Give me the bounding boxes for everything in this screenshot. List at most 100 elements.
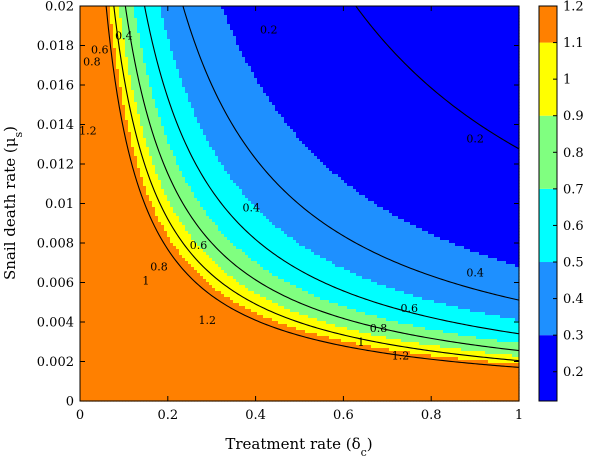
contour-cell bbox=[83, 318, 87, 322]
contour-cell bbox=[98, 120, 102, 124]
contour-cell bbox=[98, 381, 102, 385]
contour-cell bbox=[98, 123, 102, 127]
contour-cell bbox=[107, 120, 111, 124]
contour-cell bbox=[122, 306, 126, 310]
contour-cell bbox=[83, 354, 87, 358]
contour-cell bbox=[95, 36, 99, 40]
contour-cell bbox=[122, 42, 126, 46]
contour-cell bbox=[104, 219, 108, 223]
contour-cell bbox=[89, 222, 93, 226]
contour-cell bbox=[104, 282, 108, 286]
contour-cell bbox=[125, 36, 129, 40]
contour-cell bbox=[83, 45, 87, 49]
contour-cell bbox=[110, 138, 114, 142]
contour-cell bbox=[86, 279, 90, 283]
contour-cell bbox=[86, 318, 90, 322]
contour-cell bbox=[104, 174, 108, 178]
contour-cell bbox=[86, 384, 90, 388]
contour-cell bbox=[83, 303, 87, 307]
contour-cell bbox=[83, 309, 87, 313]
contour-cell bbox=[98, 291, 102, 295]
contour-cell bbox=[95, 276, 99, 280]
contour-cell bbox=[101, 39, 105, 43]
contour-cell bbox=[92, 132, 96, 136]
contour-cell bbox=[92, 309, 96, 313]
contour-cell bbox=[113, 219, 117, 223]
contour-cell bbox=[83, 66, 87, 70]
contour-cell bbox=[107, 111, 111, 115]
contour-cell bbox=[86, 63, 90, 67]
contour-cell bbox=[110, 108, 114, 112]
contour-cell bbox=[101, 294, 105, 298]
contour-cell bbox=[95, 102, 99, 106]
contour-cell bbox=[119, 324, 123, 328]
contour-cell bbox=[89, 282, 93, 286]
contour-cell bbox=[116, 213, 120, 217]
contour-cell bbox=[92, 36, 96, 40]
contour-cell bbox=[110, 84, 114, 88]
contour-cell bbox=[113, 144, 117, 148]
contour-cell bbox=[110, 18, 114, 22]
contour-cell bbox=[80, 273, 84, 277]
contour-cell bbox=[101, 357, 105, 361]
contour-cell bbox=[119, 216, 123, 220]
contour-cell bbox=[98, 270, 102, 274]
contour-cell bbox=[119, 204, 123, 208]
contour-cell bbox=[104, 366, 108, 370]
contour-cell bbox=[116, 129, 120, 133]
contour-cell bbox=[86, 222, 90, 226]
contour-cell bbox=[92, 24, 96, 28]
contour-cell bbox=[89, 87, 93, 91]
contour-cell bbox=[116, 378, 120, 382]
contour-cell bbox=[83, 333, 87, 337]
contour-cell bbox=[104, 252, 108, 256]
contour-cell bbox=[110, 90, 114, 94]
contour-cell bbox=[113, 87, 117, 91]
contour-cell bbox=[107, 192, 111, 196]
contour-cell bbox=[98, 138, 102, 142]
contour-cell bbox=[104, 240, 108, 244]
contour-cell bbox=[119, 69, 123, 73]
contour-cell bbox=[119, 87, 123, 91]
contour-cell bbox=[98, 327, 102, 331]
contour-cell bbox=[83, 75, 87, 79]
contour-cell bbox=[104, 249, 108, 253]
contour-cell bbox=[80, 54, 84, 58]
contour-cell bbox=[80, 63, 84, 67]
contour-cell bbox=[83, 237, 87, 241]
contour-cell bbox=[92, 375, 96, 379]
contour-cell bbox=[113, 396, 117, 400]
contour-cell bbox=[83, 276, 87, 280]
contour-cell bbox=[80, 252, 84, 256]
contour-cell bbox=[95, 360, 99, 364]
contour-cell bbox=[101, 336, 105, 340]
contour-cell bbox=[116, 117, 120, 121]
contour-cell bbox=[119, 330, 123, 334]
contour-cell bbox=[101, 177, 105, 181]
contour-cell bbox=[80, 291, 84, 295]
contour-cell bbox=[107, 258, 111, 262]
contour-cell bbox=[122, 357, 126, 361]
contour-cell bbox=[95, 72, 99, 76]
contour-cell bbox=[83, 9, 87, 13]
contour-cell bbox=[92, 351, 96, 355]
contour-cell bbox=[119, 108, 123, 112]
contour-cell bbox=[98, 228, 102, 232]
contour-cell bbox=[92, 69, 96, 73]
contour-cell bbox=[107, 201, 111, 205]
contour-cell bbox=[122, 363, 126, 367]
contour-cell bbox=[119, 288, 123, 292]
contour-cell bbox=[101, 120, 105, 124]
contour-cell bbox=[98, 213, 102, 217]
contour-cell bbox=[122, 276, 126, 280]
contour-cell bbox=[89, 18, 93, 22]
contour-cell bbox=[92, 348, 96, 352]
contour-cell bbox=[110, 303, 114, 307]
contour-cell bbox=[83, 87, 87, 91]
contour-cell bbox=[101, 396, 105, 400]
contour-cell bbox=[101, 15, 105, 19]
contour-cell bbox=[122, 267, 126, 271]
contour-cell bbox=[107, 42, 111, 46]
contour-cell bbox=[113, 6, 117, 10]
contour-cell bbox=[80, 186, 84, 190]
